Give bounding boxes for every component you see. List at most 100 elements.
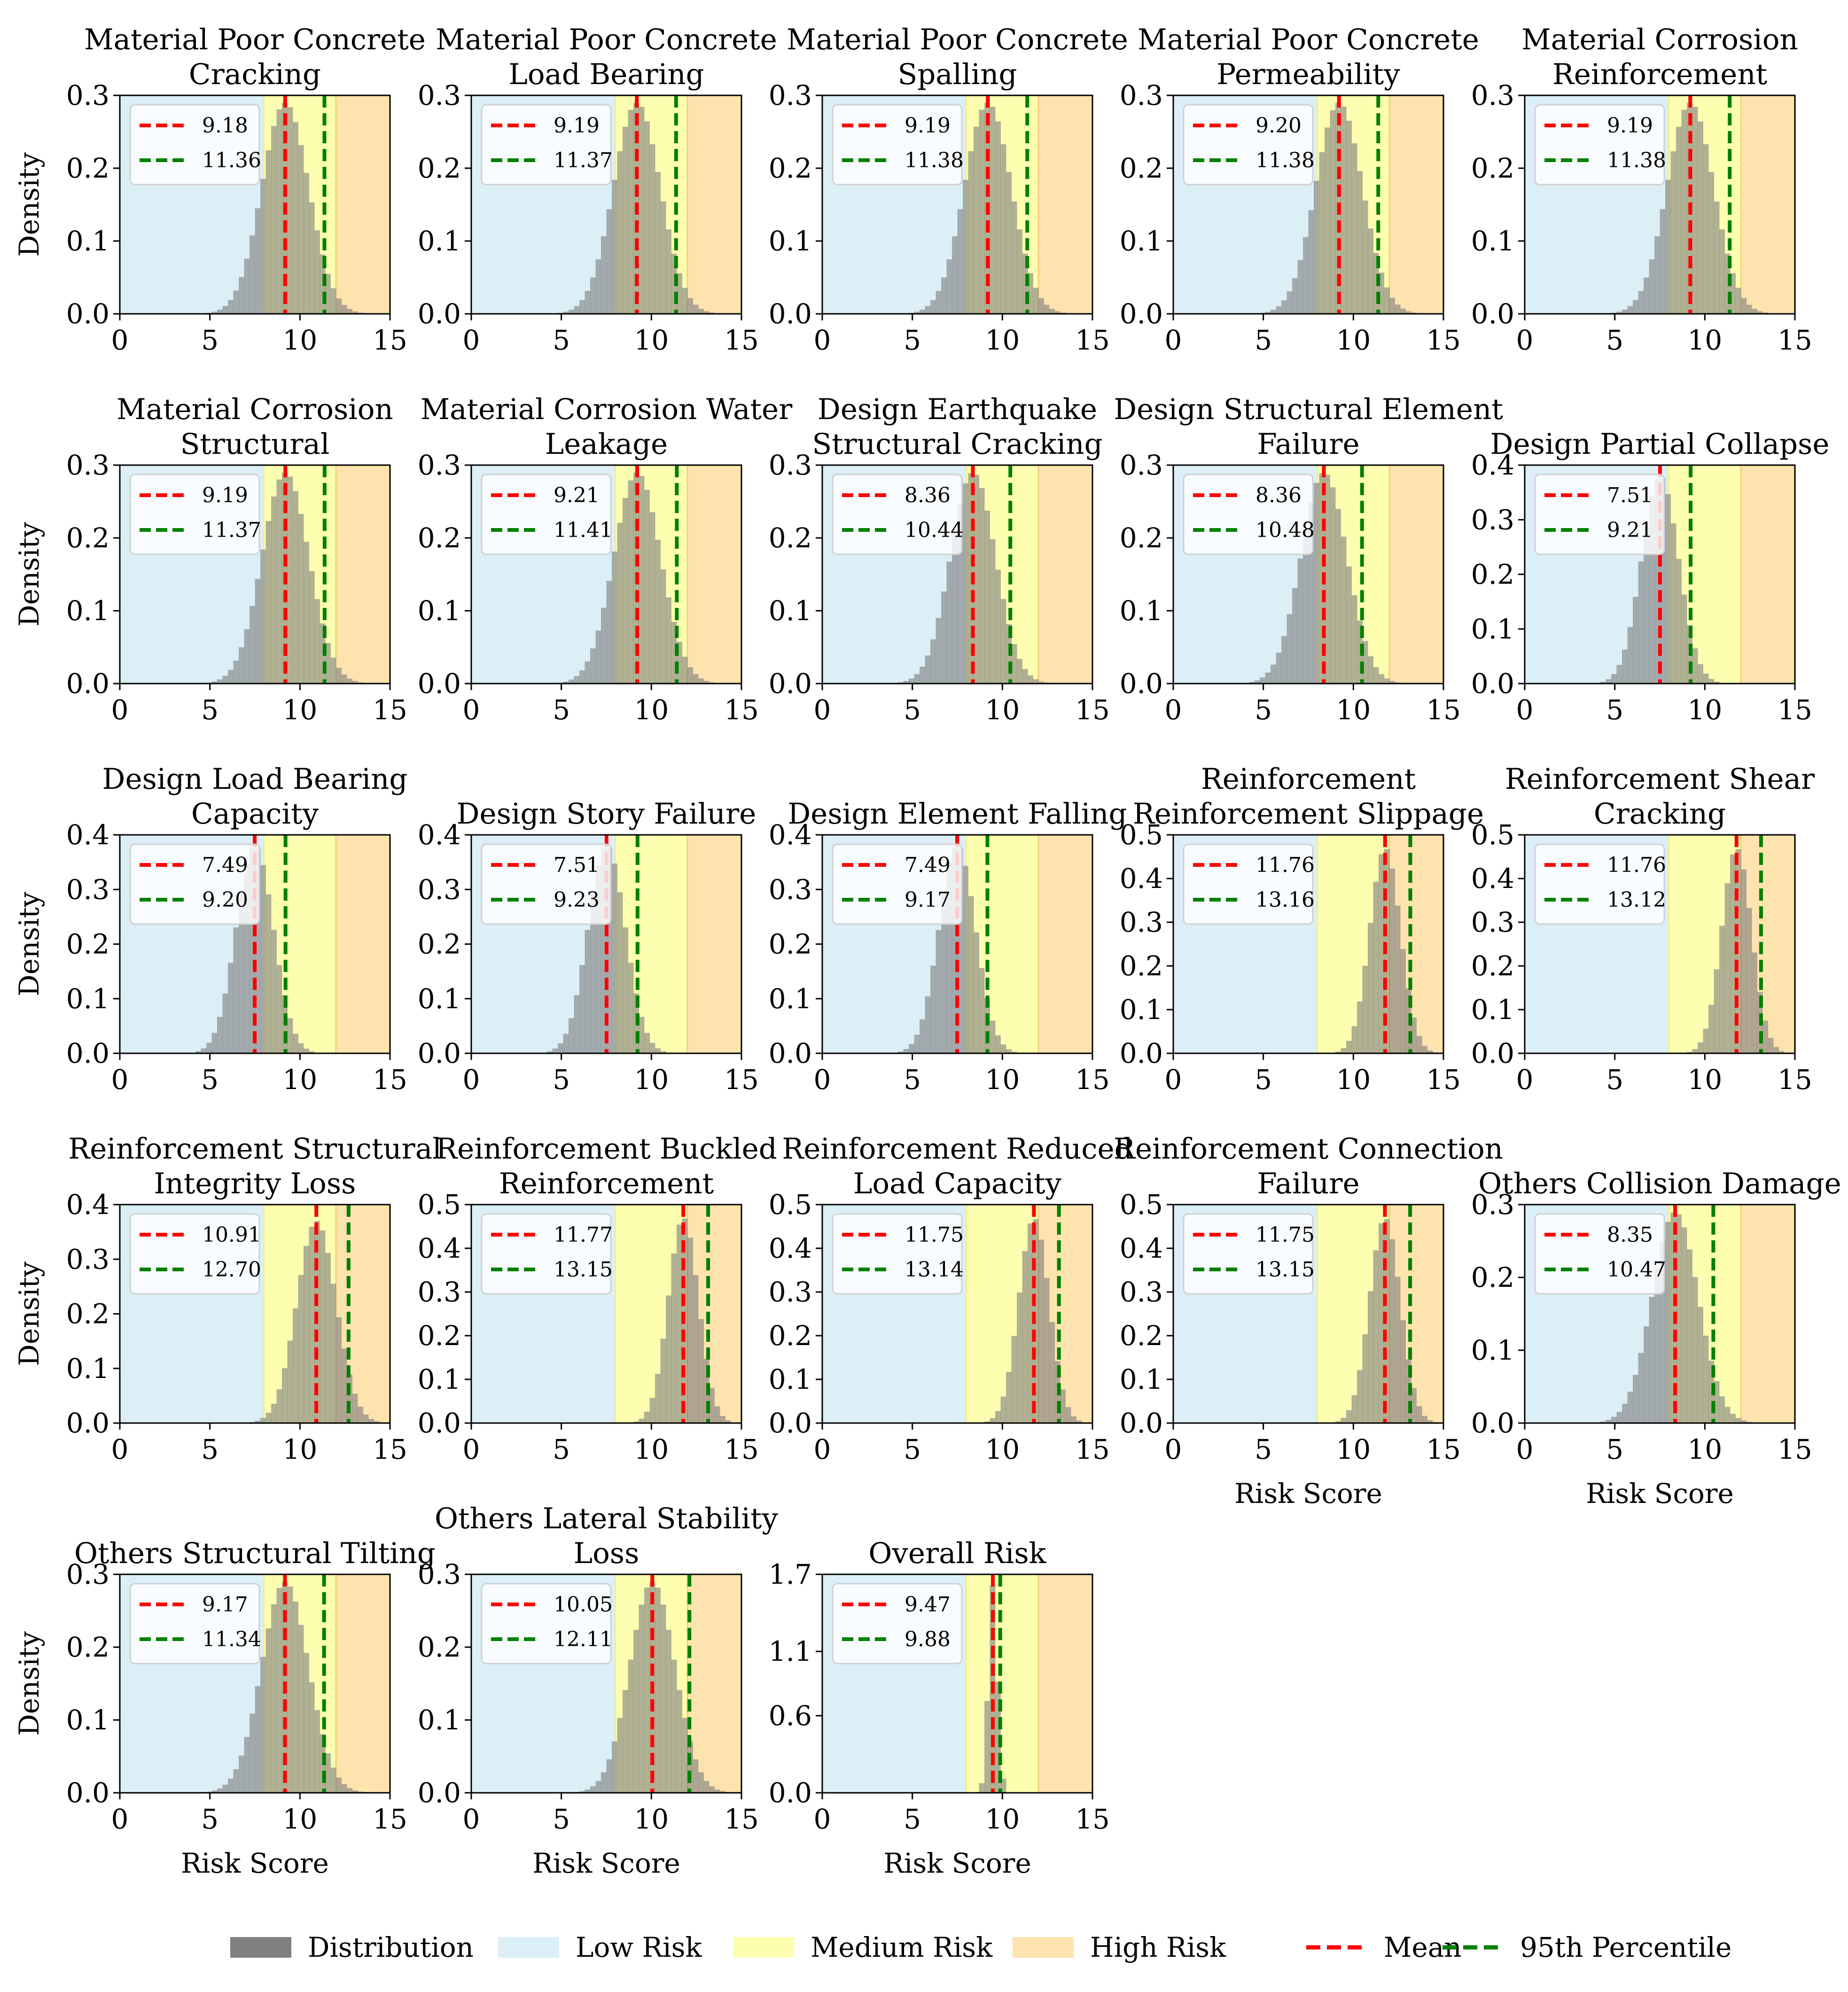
histogram-bar	[1054, 311, 1060, 314]
histogram-bar	[1616, 311, 1622, 314]
figure-legend-item: High Risk	[1013, 1931, 1226, 1963]
x-tick-label: 10	[1687, 1064, 1722, 1096]
histogram-bar	[1741, 1420, 1747, 1423]
subplot-title-line2: Permeability	[1216, 58, 1400, 91]
x-tick-label: 5	[201, 1064, 218, 1096]
y-tick-label: 0.5	[418, 1189, 461, 1221]
legend-p95-value: 13.16	[1255, 888, 1315, 912]
histogram-bar	[1314, 180, 1319, 314]
histogram-bar	[914, 674, 920, 684]
subplot-legend: 9.21 11.41	[481, 474, 613, 555]
legend-mean-value: 9.21	[554, 483, 600, 507]
y-tick-label: 0.4	[418, 819, 461, 851]
histogram-bar	[250, 606, 255, 684]
histogram-bar	[628, 109, 634, 314]
histogram-bar	[1368, 228, 1373, 314]
subplot-title-line1: Reinforcement Buckled	[436, 1132, 777, 1166]
histogram-bar	[1735, 1418, 1741, 1423]
histogram-bar	[979, 1783, 985, 1793]
x-tick-label: 5	[553, 1064, 570, 1096]
x-tick-label: 10	[282, 1803, 317, 1835]
band-high-risk	[1389, 95, 1443, 314]
histogram-bar	[1611, 1416, 1617, 1423]
histogram-bar	[1638, 1353, 1644, 1423]
histogram-bar	[968, 896, 974, 1053]
histogram-bar	[1271, 664, 1276, 684]
histogram-bar	[1308, 210, 1314, 314]
x-tick-label: 15	[1778, 1064, 1812, 1096]
histogram-bar	[698, 1319, 704, 1423]
histogram-bar	[309, 571, 315, 684]
x-tick-label: 10	[985, 694, 1020, 726]
y-tick-label: 0.1	[769, 1363, 812, 1395]
histogram-bar	[666, 229, 671, 314]
subplot-3: 0 5 10 15 0.0 0.1 0.2 0.3 Material Poor Concrete…	[769, 23, 1128, 356]
histogram-bar	[703, 681, 710, 684]
histogram-bar	[606, 581, 612, 684]
histogram-bar	[633, 1421, 639, 1423]
subplot-title: Design Element Falling	[788, 797, 1127, 831]
histogram-bar	[1600, 1421, 1606, 1423]
y-tick-label: 0.0	[769, 1777, 812, 1809]
histogram-bar	[1362, 200, 1368, 314]
histogram-bar	[1649, 259, 1655, 314]
histogram-bar	[293, 1602, 298, 1793]
histogram-bar	[1676, 1214, 1682, 1423]
histogram-bar	[336, 1317, 342, 1423]
histogram-bar	[1649, 1297, 1655, 1423]
axes-frame	[821, 1204, 1093, 1424]
y-tick-label: 0.3	[1120, 1276, 1163, 1308]
legend-mean-value: 8.35	[1607, 1223, 1653, 1247]
histogram-bar	[265, 150, 272, 314]
subplot-title-line1: Material Poor Concrete	[787, 23, 1128, 56]
y-tick-label: 0.0	[66, 1037, 109, 1069]
histogram-bar	[660, 201, 666, 314]
histogram-bar	[1373, 667, 1379, 684]
histogram-bar	[914, 1035, 920, 1053]
x-axis-label: Risk Score	[883, 1847, 1031, 1879]
histogram-bar	[1389, 297, 1395, 314]
histogram-bar	[547, 1051, 553, 1053]
subplot-legend: 7.49 9.20	[129, 843, 260, 925]
histogram-bar	[617, 1718, 623, 1793]
histogram-bar	[569, 679, 574, 684]
x-tick-label: 15	[1075, 324, 1110, 356]
histogram-bar	[1719, 1396, 1725, 1423]
x-tick-label: 15	[373, 1433, 407, 1465]
axes-frame	[821, 94, 1093, 315]
histogram-bar	[1341, 537, 1347, 684]
band-high-risk	[1741, 465, 1795, 684]
histogram-bar	[1362, 1334, 1368, 1423]
y-tick-label: 0.2	[1120, 522, 1163, 554]
y-tick-label: 0.4	[769, 1232, 812, 1264]
histogram-bar	[276, 1389, 282, 1423]
histogram-bar	[720, 1416, 725, 1423]
y-tick-label: 0.0	[1120, 1407, 1163, 1439]
x-axis-label: Risk Score	[1234, 1478, 1382, 1510]
histogram-bar	[1698, 1042, 1703, 1053]
histogram-bar	[228, 300, 234, 314]
histogram-bar	[655, 1587, 661, 1793]
x-tick-label: 15	[724, 1064, 759, 1096]
histogram-bar	[1422, 1416, 1427, 1423]
histogram-bar	[282, 1368, 288, 1423]
histogram-bar	[687, 667, 693, 684]
subplot-17: 0 5 10 15 0.0 0.1 0.2 0.3 0.4 0.5 Reinforcement Bu…	[418, 1132, 777, 1465]
subplot-title: Design Story Failure	[457, 797, 756, 831]
histogram-bar	[952, 236, 958, 314]
histogram-bar	[590, 648, 596, 684]
legend-mean-value: 9.20	[1255, 114, 1302, 138]
y-tick-label: 0.2	[66, 152, 109, 184]
histogram-bar	[1028, 1223, 1033, 1423]
histogram-bar	[677, 273, 682, 314]
histogram-bar	[1044, 1278, 1050, 1423]
histogram-bar	[330, 657, 336, 684]
y-axis-label: Density	[13, 1631, 45, 1736]
histogram-bar	[265, 521, 272, 684]
histogram-bar	[358, 1406, 363, 1423]
x-tick-label: 5	[201, 694, 218, 726]
histogram-bar	[1724, 1407, 1731, 1423]
x-tick-label: 15	[1075, 694, 1110, 726]
histogram-bar	[628, 963, 634, 1053]
